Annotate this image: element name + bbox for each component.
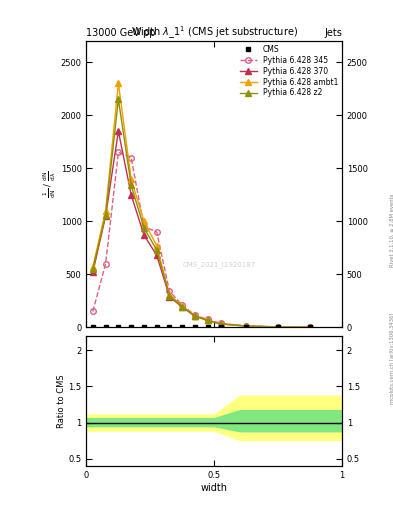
Legend: CMS, Pythia 6.428 345, Pythia 6.428 370, Pythia 6.428 ambt1, Pythia 6.428 z2: CMS, Pythia 6.428 345, Pythia 6.428 370,…	[238, 43, 340, 99]
Y-axis label: Ratio to CMS: Ratio to CMS	[57, 374, 66, 428]
Text: mcplots.cern.ch [arXiv:1306.3436]: mcplots.cern.ch [arXiv:1306.3436]	[390, 313, 393, 404]
Title: Width $\lambda\_1^1$ (CMS jet substructure): Width $\lambda\_1^1$ (CMS jet substructu…	[130, 25, 298, 41]
Y-axis label: $\mathdefault{\frac{1}{\mathrm{d}N}}$ / $\mathdefault{\frac{\mathrm{d}N}{\mathrm: $\mathdefault{\frac{1}{\mathrm{d}N}}$ / …	[41, 170, 58, 198]
Text: 13000 GeV pp: 13000 GeV pp	[86, 28, 156, 38]
Text: Jets: Jets	[324, 28, 342, 38]
Text: Rivet 3.1.10, ≥ 2.8M events: Rivet 3.1.10, ≥ 2.8M events	[390, 194, 393, 267]
Text: CMS_2021_I1920187: CMS_2021_I1920187	[183, 261, 256, 268]
X-axis label: width: width	[201, 482, 228, 493]
